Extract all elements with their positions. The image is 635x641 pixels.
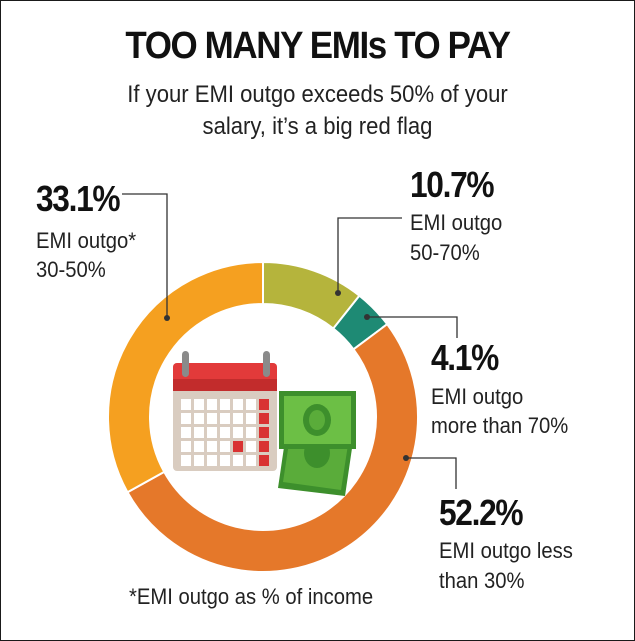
calendar-cell	[233, 455, 243, 466]
pct-under-30: 52.2%	[439, 492, 524, 533]
slice-30-50	[107, 260, 264, 494]
calendar-cell	[194, 441, 204, 452]
pct-30-50: 33.1%	[36, 178, 121, 219]
leader-dot-30-50	[164, 315, 170, 321]
calendar-cell	[194, 455, 204, 466]
pct-50-70: 10.7%	[410, 164, 495, 205]
chart-subtitle: If your EMI outgo exceeds 50% of your sa…	[82, 79, 554, 143]
label-30-50-line1: EMI outgo*	[36, 228, 137, 253]
pct-over-70: 4.1%	[431, 337, 499, 378]
calendar-cell	[259, 441, 269, 452]
leader-line-under-30	[406, 457, 457, 489]
calendar-cell	[259, 427, 269, 438]
calendar-cell	[220, 413, 230, 424]
leader-line-over-70	[367, 316, 458, 338]
calendar-cell	[207, 441, 217, 452]
calendar-cell	[233, 413, 243, 424]
calendar-grid	[181, 399, 269, 466]
slice-under-30	[126, 322, 419, 573]
leader-line-50-70	[337, 217, 402, 293]
leader-lines	[122, 193, 458, 489]
calendar-cell	[220, 455, 230, 466]
label-50-70-line1: EMI outgo	[410, 210, 503, 235]
chart-title: TOO MANY EMIs TO PAY	[125, 25, 511, 67]
calendar-icon	[173, 351, 277, 471]
calendar-cell	[181, 399, 191, 410]
label-under-30-line1: EMI outgo less	[439, 538, 573, 563]
footnote: *EMI outgo as % of income	[129, 584, 374, 609]
calendar-cell	[259, 399, 269, 410]
label-over-70-line1: EMI outgo	[431, 384, 524, 409]
calendar-cell	[246, 427, 256, 438]
calendar-cell	[181, 427, 191, 438]
calendar-cell	[246, 455, 256, 466]
cash-icon	[278, 391, 356, 496]
calendar-cell	[220, 399, 230, 410]
subtitle-line-1: If your EMI outgo exceeds 50% of your	[127, 81, 508, 108]
calendar-cell	[207, 399, 217, 410]
leader-dot-under-30	[403, 455, 409, 461]
calendar-cell	[246, 441, 256, 452]
leader-line-30-50	[122, 193, 168, 318]
subtitle-line-2: salary, it’s a big red flag	[202, 113, 433, 140]
label-30-50-line2: 30-50%	[36, 257, 106, 282]
label-under-30-line2: than 30%	[439, 568, 525, 593]
calendar-cell	[207, 413, 217, 424]
label-50-70-line2: 50-70%	[410, 240, 480, 265]
calendar-cell	[259, 455, 269, 466]
calendar-cell	[246, 399, 256, 410]
calendar-cell	[207, 455, 217, 466]
calendar-cell	[194, 413, 204, 424]
calendar-cell	[181, 441, 191, 452]
calendar-cell	[233, 427, 243, 438]
label-over-70-line2: more than 70%	[431, 413, 569, 438]
calendar-cell	[259, 413, 269, 424]
leader-dot-50-70	[335, 290, 341, 296]
calendar-cell	[233, 441, 243, 452]
leader-dot-over-70	[364, 314, 370, 320]
calendar-cell	[220, 427, 230, 438]
calendar-cell	[246, 413, 256, 424]
calendar-cell	[207, 427, 217, 438]
calendar-cell	[194, 399, 204, 410]
calendar-cell	[194, 427, 204, 438]
calendar-cell	[181, 455, 191, 466]
calendar-cell	[220, 441, 230, 452]
calendar-cell	[181, 413, 191, 424]
donut-slices	[107, 260, 419, 573]
calendar-cell	[233, 399, 243, 410]
